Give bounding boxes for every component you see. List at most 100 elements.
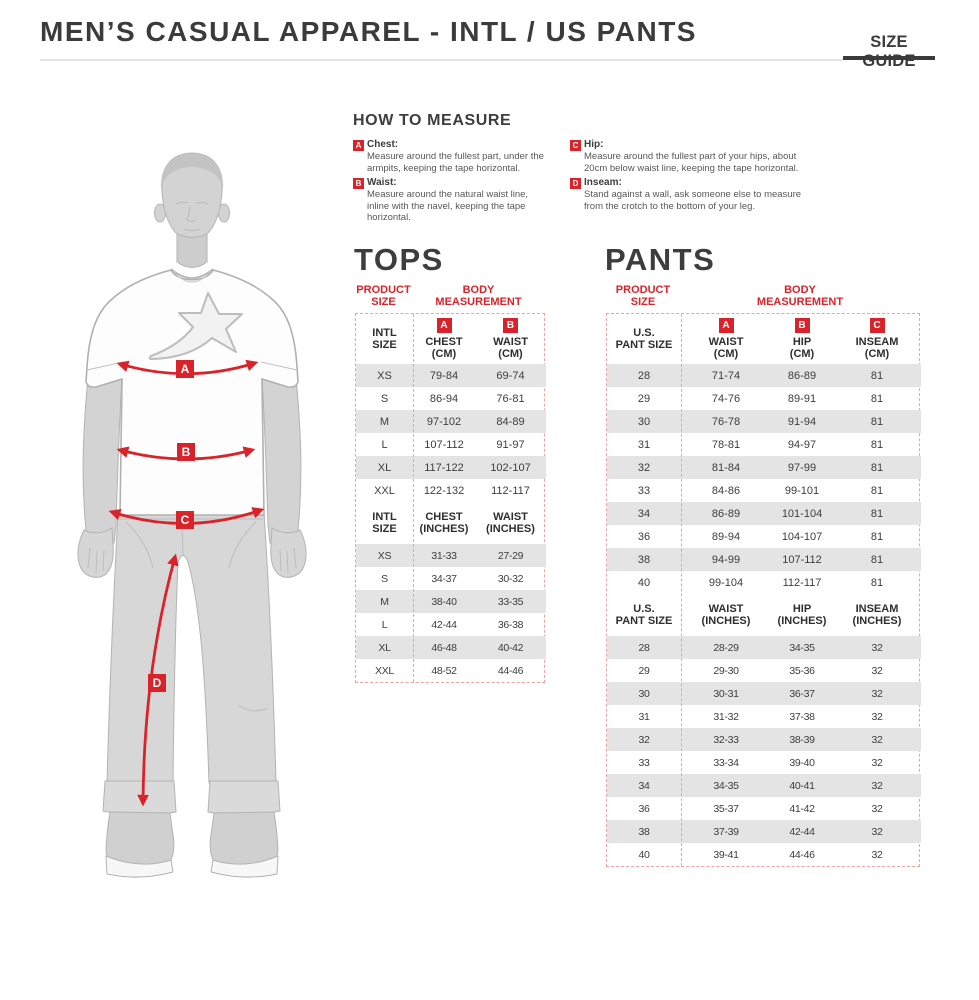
value-cell: 86-89 [771,364,833,387]
measure-letter-badge: A [718,318,734,333]
size-cell: 28 [607,636,681,659]
value-cell: 33-34 [713,756,739,769]
column-header-label: CHEST (INCHES) [419,511,469,535]
column-header-label: WAIST (CM) [493,336,528,360]
size-cell: XS [356,544,413,567]
header-divider [40,59,843,61]
size-cell: L [381,618,388,631]
value-cell: 32 [833,820,921,843]
measurement-column-header: A CHEST (CM) [413,314,475,364]
value-cell: 117-122 [413,456,475,479]
measure-letter-badge: D [570,178,581,189]
tops-inches-subtable: INTL SIZE CHEST (INCHES) WAIST (INCHES) XS 3… [356,502,546,682]
size-cell: XXL [374,484,395,497]
figure-hands [77,527,307,578]
pants-inches-subtable: U.S. PANT SIZE WAIST (INCHES) HIP (INCHES)… [607,594,921,866]
size-cell: 31 [638,710,650,723]
value-cell: 32 [871,710,883,723]
measure-letter-badge: A [436,318,452,333]
value-cell: 86-89 [681,502,771,525]
value-cell: 81 [833,548,921,571]
value-cell: 97-99 [771,456,833,479]
size-column-header: INTL SIZE [372,511,397,535]
value-cell: 35-37 [713,802,739,815]
measurement-column-header: A WAIST (CM) [681,314,771,364]
size-guide-tab[interactable]: SIZE GUIDE [862,33,916,70]
product-size-header: PRODUCT SIZE [356,284,411,308]
value-cell: 94-99 [681,548,771,571]
tops-cm-subtable: INTL SIZE A CHEST (CM) B WAIST (CM) XS 79-84 69… [356,314,546,502]
measure-item: C Hip: Measure around the fullest part of … [570,139,806,174]
value-cell: 32 [871,848,883,861]
size-guide-underline [843,56,935,60]
size-cell: 40 [637,576,651,589]
value-cell: 76-78 [681,410,771,433]
value-cell: 97-102 [413,410,475,433]
value-cell: 81 [870,576,884,589]
tops-title: TOPS [354,242,444,277]
how-to-measure-title: HOW TO MEASURE [353,112,512,129]
how-to-measure-columns: A Chest: Measure around the fullest part, … [353,139,813,227]
column-separator [413,314,414,682]
value-cell: 41-42 [789,802,815,815]
value-cell: 38-39 [771,728,833,751]
value-cell: 81 [870,392,884,405]
measure-description: Stand against a wall, ask someone else t… [584,189,802,212]
value-cell: 46-48 [413,636,475,659]
value-cell: 31-32 [713,710,739,723]
measurement-column-header: INSEAM (INCHES) [833,594,921,636]
column-header-label: INSEAM (CM) [855,336,899,360]
value-cell: 89-94 [711,530,741,543]
measure-name: Chest: [367,139,399,150]
size-cell: XXL [375,664,394,677]
measurement-column-header: B HIP (CM) [771,314,833,364]
measure-item-body: Chest: Measure around the fullest part, u… [367,139,552,174]
measurement-column-header: C INSEAM (CM) [833,314,921,364]
size-cell: 29 [637,392,651,405]
product-size-header: PRODUCT SIZE [615,284,671,308]
value-cell: 76-81 [496,392,525,405]
value-cell: 102-107 [475,456,546,479]
value-cell: 37-38 [789,710,815,723]
value-cell: 32 [833,728,921,751]
figure-label-hip: C [176,511,194,529]
measure-description: Measure around the fullest part, under t… [367,151,544,174]
value-cell: 36-38 [497,618,524,631]
pants-cm-subtable: U.S. PANT SIZE A WAIST (CM) B HIP (CM) C INSEA… [607,314,921,594]
figure-pants [102,511,281,816]
value-cell: 32 [871,756,883,769]
value-cell: 34-37 [431,572,457,585]
size-cell: M [356,590,413,613]
size-column-header: INTL SIZE [372,327,397,351]
value-cell: 34-35 [771,636,833,659]
htm-col-2: C Hip: Measure around the fullest part of … [570,139,806,227]
size-column-header: U.S. PANT SIZE [615,327,673,351]
tops-section: TOPS PRODUCT SIZE BODY MEASUREMENT INTL … [354,242,546,683]
measure-name: Hip: [584,139,604,150]
size-cell: 40 [638,848,650,861]
measure-item: A Chest: Measure around the fullest part, … [353,139,552,174]
value-cell: 81 [833,456,921,479]
body-measurement-header: BODY MEASUREMENT [435,284,522,308]
value-cell: 74-76 [711,392,741,405]
value-cell: 81-84 [681,456,771,479]
value-cell: 81 [870,438,884,451]
value-cell: 44-46 [789,848,815,861]
size-cell: 33 [637,484,651,497]
size-cell: XL [356,636,413,659]
value-cell: 94-97 [787,438,817,451]
value-cell: 112-117 [491,484,530,497]
column-header-label: WAIST (INCHES) [701,603,751,627]
column-header-label: WAIST (CM) [708,336,744,360]
value-cell: 89-91 [787,392,817,405]
size-cell: 38 [607,548,681,571]
measure-description: Measure around the fullest part of your … [584,151,799,174]
value-cell: 86-94 [429,392,459,405]
value-cell: 27-29 [475,544,546,567]
size-cell: 29 [638,664,650,677]
value-cell: 40-41 [771,774,833,797]
size-cell: 33 [638,756,650,769]
value-cell: 101-104 [771,502,833,525]
size-column-header: U.S. PANT SIZE [615,603,673,627]
